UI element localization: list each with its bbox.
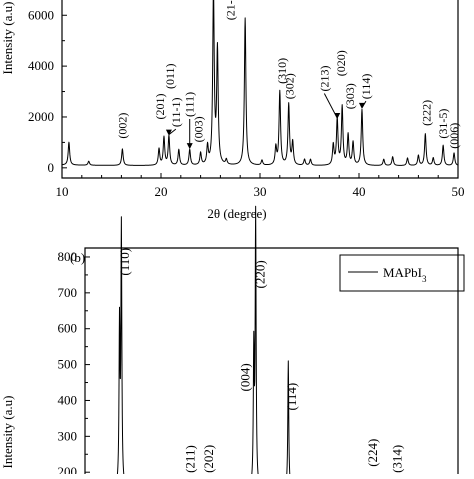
panel-b-peak-label: (224) xyxy=(365,439,380,467)
panel-a-x-tick-label: 50 xyxy=(452,184,465,199)
panel-b-peak-label: (220) xyxy=(252,260,267,288)
panel-b-legend: MAPbI3 xyxy=(339,254,465,292)
panel-a-diffraction-curve xyxy=(61,0,459,166)
panel-a-arrow-head xyxy=(165,129,172,136)
legend-entry: MAPbI3 xyxy=(383,265,427,284)
panel-b-y-tick-label: 700 xyxy=(58,285,78,300)
panel-a-peak-label: (114) xyxy=(359,74,373,100)
panel-a-y-tick-label: 4000 xyxy=(28,58,54,73)
panel-a-peak-labels: (002) (201) (011) (11-1) (003)(111) (21-1) (31… xyxy=(115,0,461,150)
legend-box xyxy=(339,254,465,292)
panel-b-y-tick-label: 800 xyxy=(58,249,78,264)
panel-a-peak-label: (302) xyxy=(283,73,297,99)
panel-b-axes-frame xyxy=(84,247,459,476)
panel-a-peak-label: (11-1) xyxy=(169,98,183,128)
panel-a-y-tick-label: 6000 xyxy=(28,7,54,22)
panel-b-y-axis-label: Intensity (a.u) xyxy=(0,396,15,469)
panel-b-label: (b) xyxy=(70,250,85,265)
panel-a-ticks: 10 20 30 40 50 0 2000 4000 6000 xyxy=(28,7,465,199)
panel-a-peak-label: (222) xyxy=(419,100,433,126)
panel-a-peak-arrow xyxy=(168,128,177,135)
panel-a-x-tick-label: 10 xyxy=(56,184,69,199)
panel-b-y-tick-label: 300 xyxy=(58,428,78,443)
panel-b-diffraction-curve xyxy=(116,205,291,479)
panel-b-peak-label: (114) xyxy=(284,383,299,411)
panel-a-peak-label: (213) xyxy=(317,66,331,92)
panel-a-peak-label: (003) xyxy=(192,116,206,142)
panel-a-arrow-head xyxy=(186,143,193,150)
panel-b-peak-labels: (110) (220) (004) (114) (224) (314) (202) (211) xyxy=(117,248,404,473)
panel-a-axes-frame xyxy=(61,0,459,179)
panel-a-y-axis-label: Intensity (a.u) xyxy=(0,2,15,75)
panel-a-peak-label: (111) xyxy=(183,92,197,117)
panel-b-peak-label: (202) xyxy=(201,445,216,473)
panel-a: Intensity (a.u) 2θ (degree) 10 20 30 40 50 0 2… xyxy=(0,0,465,221)
panel-a-arrow-head xyxy=(334,113,341,120)
panel-b-peak-label: (211) xyxy=(182,445,197,473)
panel-a-peak-label: (020) xyxy=(334,50,348,76)
panel-a-x-tick-label: 30 xyxy=(254,184,267,199)
panel-b-y-tick-label: 200 xyxy=(58,464,78,474)
panel-a-x-tick-label: 20 xyxy=(155,184,168,199)
panel-b-y-tick-label: 600 xyxy=(58,321,78,336)
panel-a-peak-label: (21-1) xyxy=(223,0,237,20)
panel-a-peak-label: (011) xyxy=(163,63,177,89)
panel-a-x-tick-label: 40 xyxy=(353,184,366,199)
panel-a-peak-label: (002) xyxy=(115,113,129,139)
panel-b-peak-label: (110) xyxy=(117,248,132,276)
panel-a-y-tick-label: 0 xyxy=(48,160,55,175)
panel-a-peak-label: (303) xyxy=(343,83,357,109)
panel-a-x-axis-label: 2θ (degree) xyxy=(207,206,266,221)
panel-b-peak-label: (314) xyxy=(389,445,404,473)
panel-a-peak-label: (31-5) xyxy=(436,109,450,139)
panel-b-y-tick-label: 500 xyxy=(58,357,78,372)
panel-a-peak-label: (201) xyxy=(153,94,167,120)
panel-a-arrow-head xyxy=(358,102,365,109)
panel-a-peak-label: (310) xyxy=(275,58,289,84)
panel-b-peak-label: (004) xyxy=(237,363,252,391)
panel-a-peak-label: (006) xyxy=(447,123,461,149)
panel-b-y-tick-label: 400 xyxy=(58,392,78,407)
panel-a-y-tick-label: 2000 xyxy=(28,109,54,124)
panel-b: Intensity (a.u) (b) MAPbI3 200 300 400 500 6… xyxy=(0,205,465,479)
